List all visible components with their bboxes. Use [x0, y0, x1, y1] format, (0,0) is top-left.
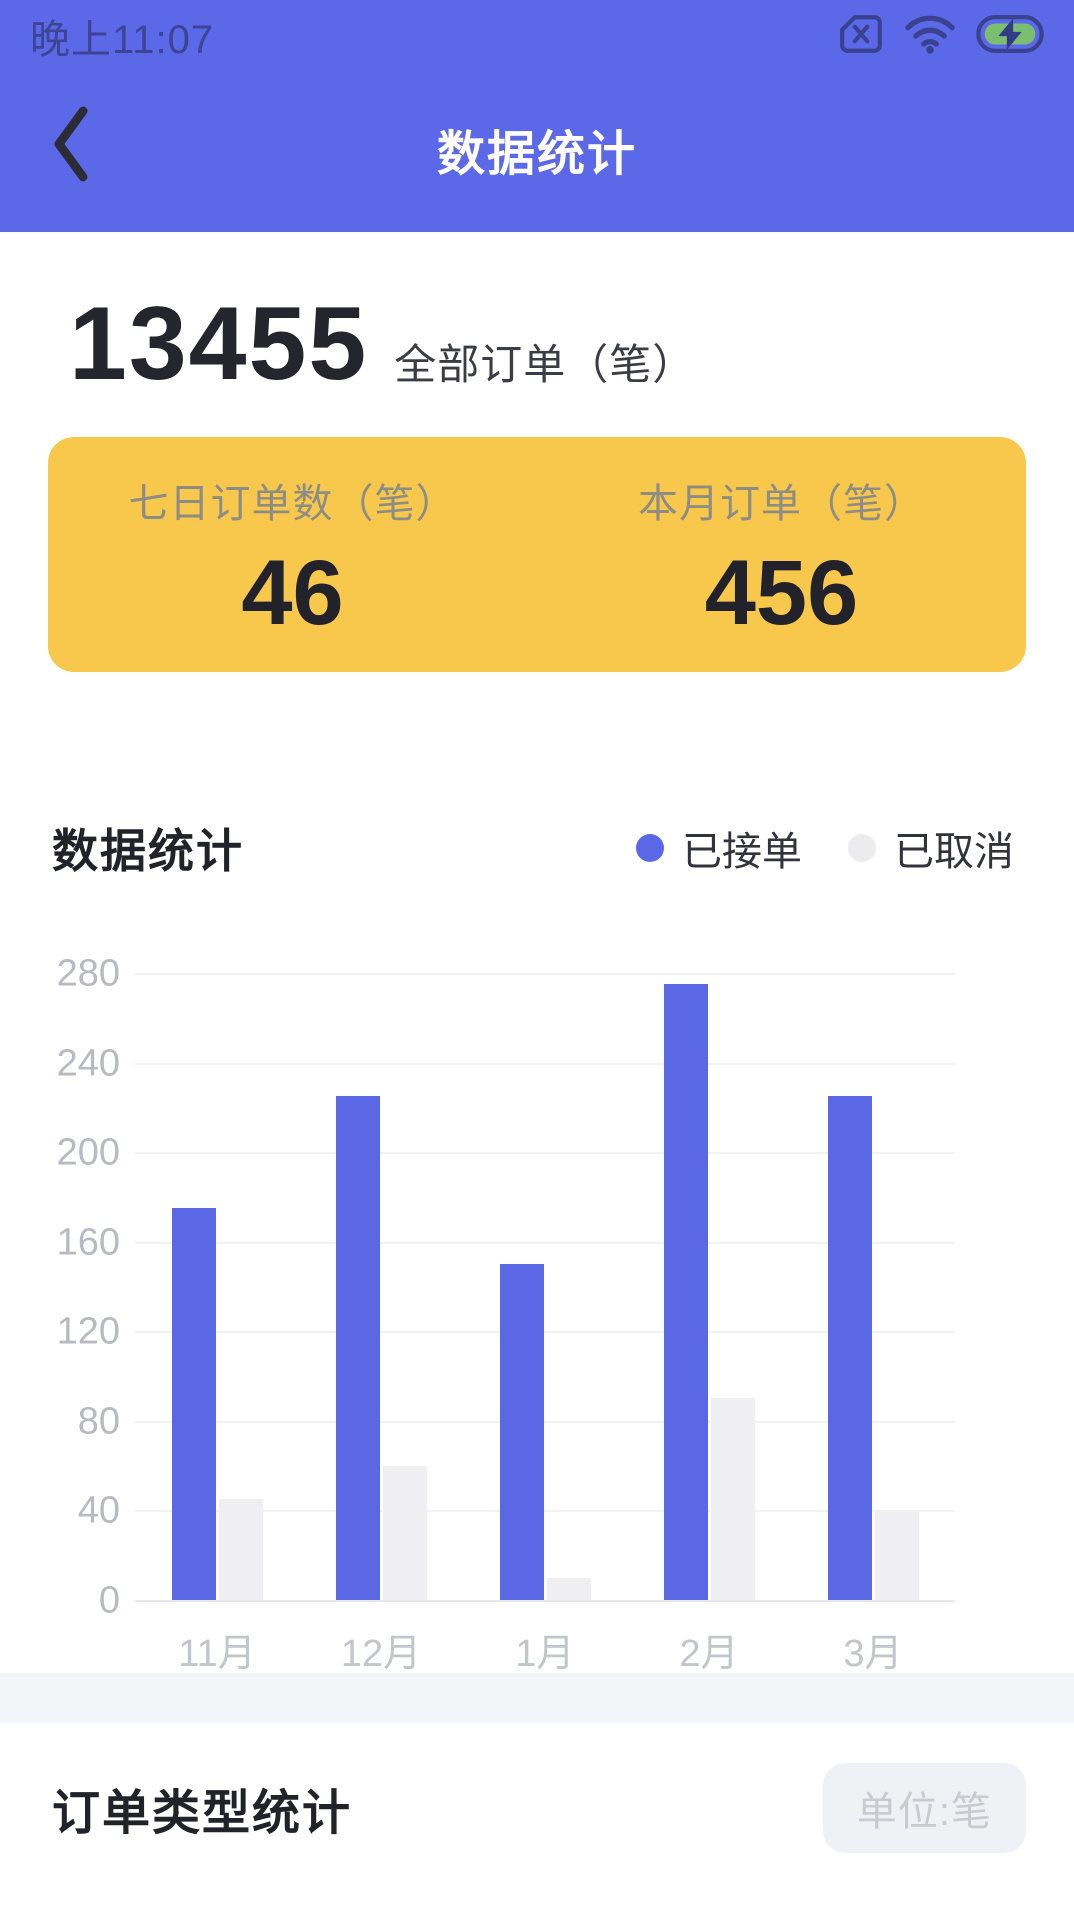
bar-cancelled [875, 1510, 919, 1600]
x-axis-label: 12月 [340, 1633, 422, 1675]
month-orders-value: 456 [704, 541, 859, 644]
battery-charging-icon [976, 14, 1044, 58]
total-orders-label: 全部订单（笔） [394, 341, 696, 388]
back-button[interactable] [36, 100, 106, 192]
y-axis-tick-label: 80 [77, 1400, 120, 1443]
x-axis-label: 1月 [515, 1633, 575, 1675]
status-time: 晚上11:07 [30, 18, 215, 62]
wifi-icon [904, 14, 956, 59]
y-axis-tick-label: 240 [56, 1042, 120, 1085]
x-axis-label: 3月 [843, 1633, 903, 1675]
legend-label: 已接单 [682, 830, 802, 874]
bar-cancelled [383, 1465, 427, 1600]
legend-item[interactable]: 已接单 [636, 819, 802, 877]
section-divider [0, 1673, 1074, 1723]
chart-gridline [135, 1420, 955, 1423]
legend-dot-icon [636, 834, 664, 862]
seven-day-orders: 七日订单数（笔） 46 [48, 437, 537, 672]
seven-day-orders-value: 46 [241, 541, 344, 644]
legend-dot-icon [848, 834, 876, 862]
order-type-section-title: 订单类型统计 [52, 1787, 353, 1840]
chart-gridline [135, 1600, 955, 1602]
orders-bar-chart: 0 40 80 120 160 200 240 280 11月 12月 1月 2月 3月 [0, 930, 1074, 1675]
status-icons [838, 13, 1044, 60]
chart-gridline [135, 1331, 955, 1334]
month-orders: 本月订单（笔） 456 [537, 437, 1026, 672]
bar-accepted [336, 1096, 380, 1600]
bar-accepted [664, 984, 708, 1600]
bar-cancelled [711, 1398, 755, 1600]
y-axis-tick-label: 160 [56, 1221, 120, 1264]
y-axis-tick-label: 0 [98, 1579, 120, 1622]
no-sim-icon [838, 13, 884, 60]
chart-gridline [135, 1241, 955, 1244]
y-axis-tick-label: 40 [77, 1489, 120, 1532]
y-axis-tick-label: 200 [56, 1131, 120, 1174]
x-axis-label: 11月 [178, 1633, 256, 1675]
chevron-left-icon [49, 104, 93, 189]
stats-section-title: 数据统计 [52, 825, 244, 877]
chart-gridline [135, 973, 955, 975]
legend-item[interactable]: 已取消 [848, 819, 1014, 877]
nav-bar: 数据统计 [0, 96, 1074, 196]
x-axis-label: 2月 [679, 1633, 739, 1675]
month-orders-label: 本月订单（笔） [638, 481, 925, 526]
legend-label: 已取消 [894, 830, 1014, 874]
stats-section-header: 数据统计 已接单 已取消 [52, 800, 1014, 896]
bar-accepted [828, 1096, 872, 1600]
bar-accepted [172, 1208, 216, 1600]
chart-gridline [135, 1062, 955, 1065]
chart-legend: 已接单 已取消 [636, 819, 1014, 877]
y-axis-tick-label: 280 [56, 952, 120, 995]
total-orders-value: 13455 [69, 286, 369, 402]
y-axis-tick-label: 120 [56, 1310, 120, 1353]
bar-accepted [500, 1264, 544, 1600]
bar-cancelled [219, 1499, 263, 1600]
order-type-section-header: 订单类型统计 单位:笔 [52, 1760, 1026, 1856]
header: 晚上11:07 [0, 0, 1074, 232]
page-title: 数据统计 [436, 128, 637, 181]
orders-summary-card: 七日订单数（笔） 46 本月订单（笔） 456 [48, 437, 1026, 672]
bar-cancelled [547, 1577, 591, 1600]
status-bar: 晚上11:07 [0, 0, 1074, 66]
chart-gridline [135, 1152, 955, 1155]
seven-day-orders-label: 七日订单数（笔） [128, 481, 457, 526]
chart-gridline [135, 1510, 955, 1513]
unit-badge: 单位:笔 [822, 1763, 1026, 1853]
total-orders: 13455 全部订单（笔） [69, 292, 695, 396]
